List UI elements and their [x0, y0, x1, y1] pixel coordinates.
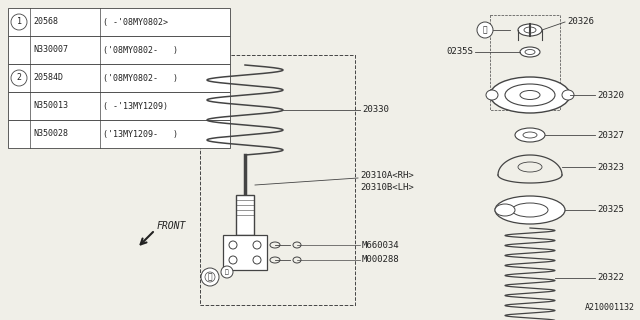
Circle shape: [11, 70, 27, 86]
Ellipse shape: [520, 91, 540, 100]
Text: ('08MY0802-   ): ('08MY0802- ): [103, 74, 178, 83]
Circle shape: [477, 22, 493, 38]
Text: 20327: 20327: [597, 131, 624, 140]
Text: ( -'08MY0802>: ( -'08MY0802>: [103, 18, 168, 27]
Ellipse shape: [525, 50, 535, 54]
Text: 20310A<RH>: 20310A<RH>: [360, 171, 413, 180]
Text: 20325: 20325: [597, 205, 624, 214]
Bar: [8, 64, 230, 92]
Text: ①: ①: [208, 273, 212, 282]
Text: 0235S: 0235S: [446, 47, 473, 57]
Ellipse shape: [505, 84, 555, 106]
Text: 20326: 20326: [567, 18, 594, 27]
Text: M660034: M660034: [362, 241, 399, 250]
Ellipse shape: [562, 90, 574, 100]
Text: ('08MY0802-   ): ('08MY0802- ): [103, 45, 178, 54]
Text: 20584D: 20584D: [33, 74, 63, 83]
Ellipse shape: [512, 203, 548, 217]
Text: N350013: N350013: [33, 101, 68, 110]
Bar: [8, 8, 230, 36]
Text: N330007: N330007: [33, 45, 68, 54]
Ellipse shape: [490, 77, 570, 113]
Bar: [200, 55, 355, 305]
Bar: [236, 195, 254, 235]
Text: 2: 2: [17, 74, 22, 83]
Text: ('13MY1209-   ): ('13MY1209- ): [103, 130, 178, 139]
Text: 20330: 20330: [362, 106, 389, 115]
Text: N350028: N350028: [33, 130, 68, 139]
Ellipse shape: [515, 128, 545, 142]
Ellipse shape: [524, 27, 536, 33]
Ellipse shape: [518, 24, 542, 36]
Text: 20310B<LH>: 20310B<LH>: [360, 183, 413, 193]
Text: ( -'13MY1209): ( -'13MY1209): [103, 101, 168, 110]
Text: M000288: M000288: [362, 255, 399, 265]
Text: 20323: 20323: [597, 163, 624, 172]
Bar: [490, 15, 560, 110]
Text: ②: ②: [225, 269, 229, 275]
Circle shape: [221, 266, 233, 278]
Bar: [8, 120, 230, 148]
Ellipse shape: [495, 204, 515, 216]
Text: 20320: 20320: [597, 91, 624, 100]
Text: 1: 1: [17, 18, 22, 27]
Text: ③: ③: [483, 26, 487, 35]
Bar: [8, 36, 230, 64]
Bar: [223, 235, 267, 270]
Circle shape: [11, 14, 27, 30]
Text: 20568: 20568: [33, 18, 58, 27]
Circle shape: [201, 268, 219, 286]
Text: 20322: 20322: [597, 274, 624, 283]
Ellipse shape: [495, 196, 565, 224]
Text: FRONT: FRONT: [157, 221, 186, 231]
Text: A210001132: A210001132: [585, 303, 635, 312]
Ellipse shape: [520, 47, 540, 57]
Bar: [8, 92, 230, 120]
Ellipse shape: [523, 132, 537, 138]
Ellipse shape: [486, 90, 498, 100]
